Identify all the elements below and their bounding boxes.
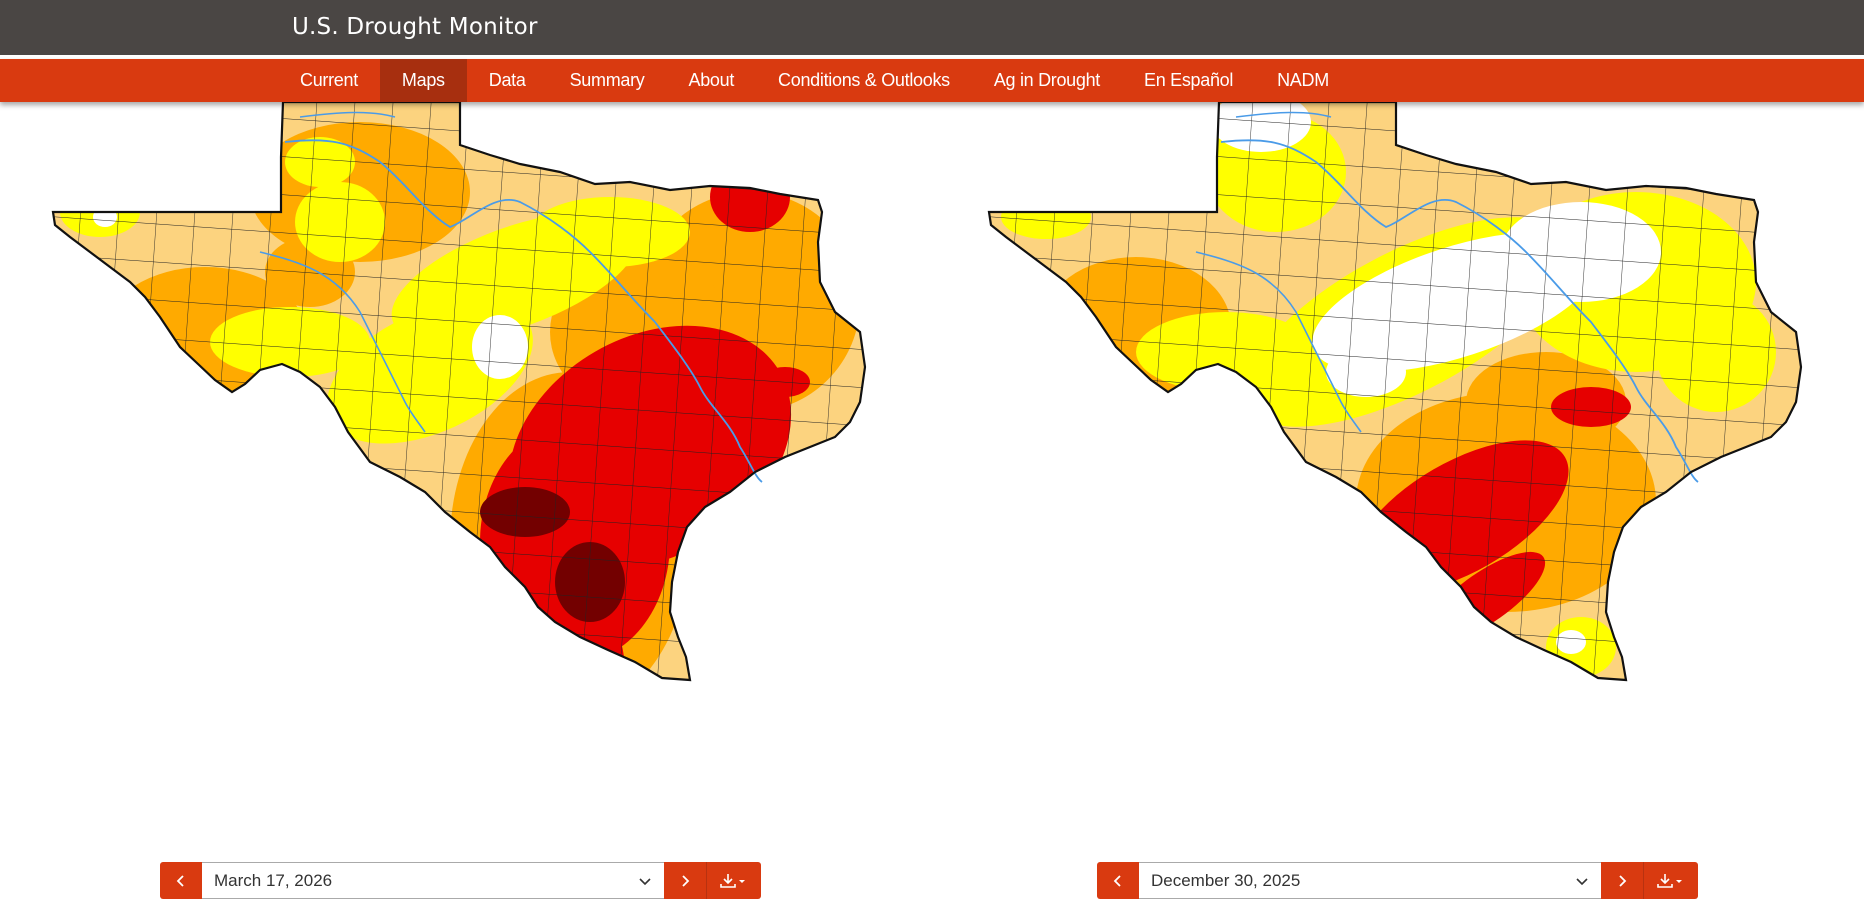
header-divider: [0, 55, 1864, 59]
drought-fill-left: [53, 102, 865, 680]
date-select-value-right: December 30, 2025: [1151, 870, 1301, 890]
river-red-brazos-left: [284, 139, 763, 483]
chevron-down-icon: [638, 874, 652, 888]
title-bar: U.S. Drought Monitor: [0, 0, 1864, 55]
nav-item-nadm[interactable]: NADM: [1277, 70, 1329, 90]
nav-item-en-espanol[interactable]: En Español: [1144, 70, 1234, 90]
river-pecos-left: [259, 251, 426, 433]
nav-item-about[interactable]: About: [688, 70, 735, 90]
download-button-right[interactable]: [1643, 862, 1698, 899]
prev-date-button-left[interactable]: [160, 862, 202, 899]
next-date-button-right[interactable]: [1601, 862, 1643, 899]
prev-date-button-right[interactable]: [1097, 862, 1139, 899]
chevron-down-icon: [1575, 874, 1589, 888]
date-select-value-left: March 17, 2026: [214, 870, 333, 890]
chevron-left-icon: [1113, 874, 1121, 887]
chevron-left-icon: [176, 874, 184, 887]
date-select-right[interactable]: December 30, 2025: [1139, 862, 1601, 899]
nav-item-ag-in-drought[interactable]: Ag in Drought: [993, 70, 1101, 90]
nav-item-conditions-outlooks[interactable]: Conditions & Outlooks: [778, 70, 950, 90]
download-button-left[interactable]: [706, 862, 761, 899]
next-date-button-left[interactable]: [664, 862, 706, 899]
texas-drought-map-right: [987, 102, 1803, 682]
nav-item-current[interactable]: Current: [300, 70, 358, 90]
download-icon: [720, 873, 745, 888]
nav-item-maps[interactable]: Maps: [379, 59, 467, 102]
drought-map-right: [986, 102, 1864, 802]
texas-drought-map-left: [51, 102, 867, 682]
nav-list: Current Maps Data Summary About Conditio…: [278, 59, 1351, 102]
download-icon: [1657, 873, 1682, 888]
map-controls-right: December 30, 2025: [1097, 862, 1698, 899]
river-red-brazos-right: [1220, 139, 1699, 483]
nav-item-data[interactable]: Data: [488, 70, 526, 90]
date-select-left[interactable]: March 17, 2026: [202, 862, 664, 899]
site-title[interactable]: U.S. Drought Monitor: [292, 14, 538, 40]
main-nav: Current Maps Data Summary About Conditio…: [0, 59, 1864, 102]
chevron-right-icon: [682, 874, 690, 887]
map-controls-left: March 17, 2026: [160, 862, 761, 899]
chevron-right-icon: [1619, 874, 1627, 887]
river-pecos-right: [1195, 251, 1362, 433]
nav-item-summary[interactable]: Summary: [569, 70, 645, 90]
drought-map-left: [50, 102, 950, 802]
